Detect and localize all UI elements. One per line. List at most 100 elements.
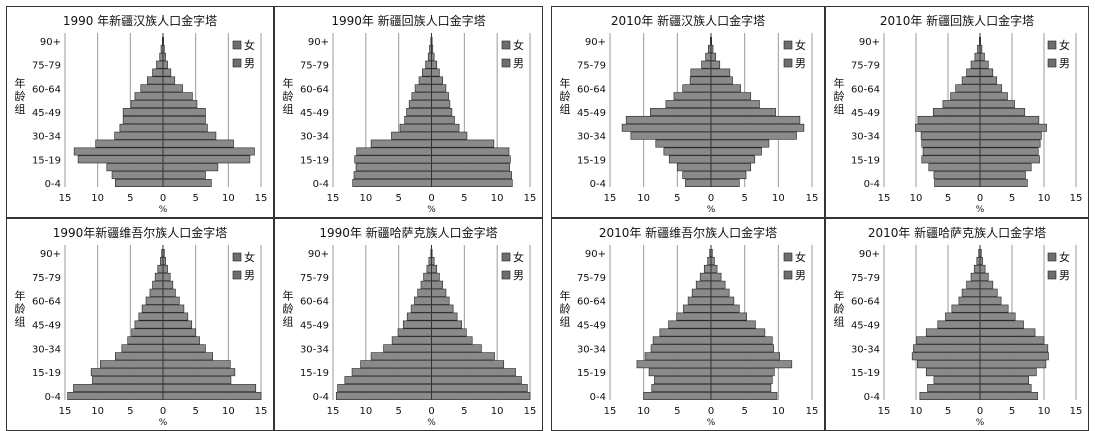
bar-male-10-14 — [162, 376, 232, 385]
x-tick-label: 10 — [91, 193, 104, 204]
bar-male-35-39 — [710, 123, 805, 132]
bar-female-35-39 — [127, 336, 164, 345]
x-tick-label: 10 — [222, 193, 235, 204]
x-tick-label: 10 — [491, 406, 504, 417]
bar-male-25-29 — [162, 139, 234, 148]
bar-male-40-44 — [162, 115, 206, 124]
legend-label: 女 — [795, 38, 806, 52]
bar-female-10-14 — [344, 376, 432, 385]
bar-male-65-69 — [979, 288, 998, 297]
bar-female-40-44 — [925, 328, 981, 337]
bar-male-45-49 — [710, 108, 776, 116]
bar-female-40-44 — [122, 115, 164, 124]
bar-female-30-34 — [121, 344, 164, 353]
bar-male-40-44 — [710, 328, 766, 337]
bar-female-80-84 — [973, 264, 981, 273]
bar-female-45-49 — [650, 108, 712, 116]
bar-male-70-74 — [431, 280, 443, 289]
bar-female-15-19 — [90, 368, 164, 377]
bar-male-40-44 — [710, 115, 801, 124]
x-tick-label: 5 — [741, 193, 747, 204]
bar-female-55-59 — [951, 304, 981, 313]
bar-female-35-39 — [916, 336, 981, 345]
bar-male-55-59 — [162, 304, 185, 313]
bar-male-15-19 — [979, 368, 1037, 377]
legend-label: 男 — [1059, 269, 1070, 282]
age-tick-label: 15-19 — [300, 155, 329, 166]
bar-female-25-29 — [370, 139, 432, 148]
bar-female-70-74 — [422, 68, 432, 77]
bar-male-65-69 — [431, 288, 447, 297]
bar-male-65-69 — [979, 76, 997, 85]
legend-label: 女 — [1059, 250, 1070, 264]
bar-male-0-4 — [162, 392, 262, 400]
bar-male-75-79 — [979, 272, 989, 281]
bar-male-45-49 — [431, 108, 453, 116]
x-tick-label: 0 — [160, 193, 166, 204]
bar-female-75-79 — [425, 60, 432, 69]
age-tick-label: 15-19 — [300, 368, 329, 379]
x-tick-label: 10 — [637, 193, 650, 204]
bar-male-10-14 — [431, 163, 510, 172]
bar-male-25-29 — [431, 139, 495, 148]
age-tick-label: 30-34 — [300, 344, 329, 355]
chart-title: 1990年 新疆回族人口金字塔 — [331, 13, 485, 28]
pyramid-chart: 2010年 新疆回族人口金字塔 0-4 15-19 30-34 45-49 60-64 75… — [834, 13, 1083, 215]
bar-male-50-54 — [431, 100, 451, 109]
age-tick-label: 45-49 — [577, 108, 606, 119]
bar-male-80-84 — [710, 264, 718, 273]
bar-male-50-54 — [979, 312, 1016, 321]
legend-swatch — [783, 252, 793, 262]
bar-male-50-54 — [162, 312, 189, 321]
bar-female-35-39 — [652, 336, 712, 345]
x-tick-label: 5 — [741, 406, 747, 417]
pyramid-panel-2010-uyghur: 2010年 新疆维吾尔族人口金字塔 0-4 15-19 30-34 45-49 60-64… — [551, 218, 825, 431]
legend-label: 男 — [244, 269, 255, 282]
bar-male-55-59 — [162, 92, 193, 101]
bar-male-30-34 — [431, 344, 482, 353]
age-axis-label-char: 龄 — [560, 89, 571, 103]
age-tick-label: 45-49 — [300, 108, 329, 119]
bar-male-15-19 — [162, 368, 236, 377]
bar-female-40-44 — [659, 328, 712, 337]
bar-female-10-14 — [92, 376, 164, 385]
bar-female-35-39 — [399, 123, 432, 132]
bar-male-80-84 — [979, 264, 986, 273]
x-axis-label: % — [976, 205, 985, 215]
bar-female-65-69 — [689, 76, 712, 85]
x-tick-label: 15 — [59, 406, 72, 417]
age-tick-label: 75-79 — [577, 61, 606, 72]
bar-female-20-24 — [73, 147, 164, 156]
legend-swatch — [1047, 270, 1057, 280]
bar-male-20-24 — [979, 360, 1047, 369]
x-tick-label: 0 — [708, 193, 714, 204]
bar-female-10-14 — [654, 376, 712, 385]
x-tick-label: 15 — [59, 193, 72, 204]
bar-male-15-19 — [710, 155, 756, 164]
bar-female-10-14 — [677, 163, 712, 172]
bar-male-10-14 — [979, 163, 1032, 172]
legend-swatch — [501, 58, 511, 68]
bar-female-20-24 — [916, 360, 981, 369]
bar-male-75-79 — [162, 60, 168, 69]
x-tick-label: 5 — [945, 406, 951, 417]
legend-swatch — [232, 40, 242, 50]
x-tick-label: 5 — [674, 406, 680, 417]
x-axis-label: % — [707, 418, 716, 428]
bar-male-65-69 — [710, 76, 733, 85]
bar-female-5-9 — [337, 384, 432, 393]
bar-female-10-14 — [355, 163, 432, 172]
age-tick-label: 15-19 — [577, 368, 606, 379]
age-tick-label: 15-19 — [851, 155, 880, 166]
bar-female-30-34 — [630, 131, 712, 140]
age-tick-label: 30-34 — [32, 132, 61, 143]
bar-male-30-34 — [710, 344, 774, 353]
age-tick-label: 90+ — [308, 37, 329, 48]
age-axis-label-char: 组 — [560, 102, 571, 116]
bar-male-60-64 — [162, 296, 180, 305]
age-tick-label: 15-19 — [851, 368, 880, 379]
bar-male-25-29 — [979, 352, 1049, 361]
age-tick-label: 75-79 — [300, 61, 329, 72]
bar-male-45-49 — [979, 108, 1026, 116]
bar-male-10-14 — [979, 376, 1029, 385]
